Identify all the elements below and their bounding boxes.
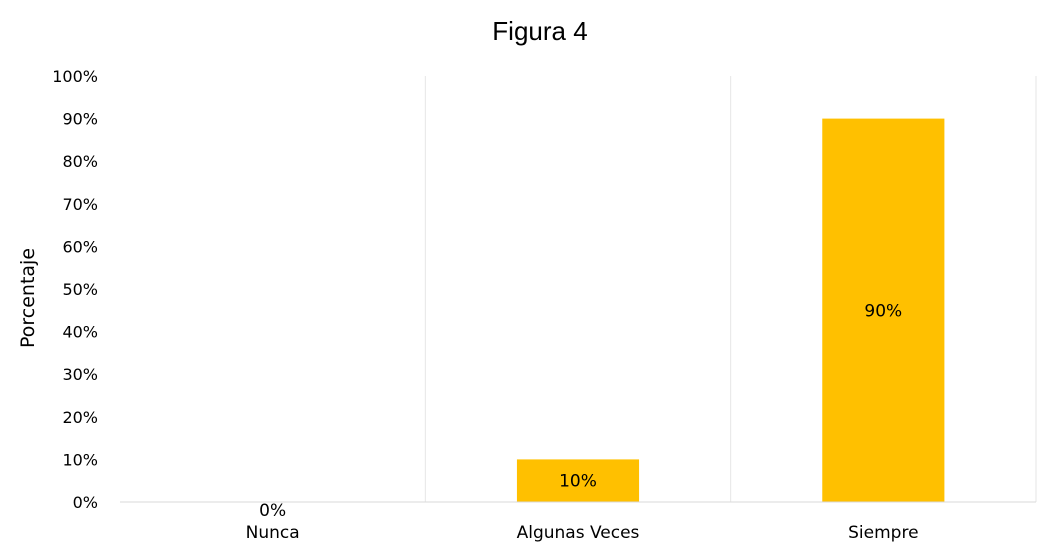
x-tick-label: Siempre <box>848 523 918 543</box>
y-tick-label: 70% <box>62 195 98 214</box>
y-tick-label: 10% <box>62 450 98 469</box>
y-tick-label: 90% <box>62 110 98 129</box>
y-tick-label: 100% <box>52 67 98 86</box>
data-label: 0% <box>259 501 286 521</box>
gridlines <box>424 76 1037 502</box>
labels: 0%10%20%30%40%50%60%70%80%90%100%0%Nunca… <box>52 67 918 543</box>
y-tick-label: 20% <box>62 408 98 427</box>
bar <box>516 459 640 502</box>
data-label: 90% <box>864 301 902 321</box>
x-tick-label: Algunas Veces <box>517 523 640 543</box>
chart-title: Figura 4 <box>492 16 587 46</box>
data-label: 10% <box>559 472 597 492</box>
y-tick-label: 0% <box>73 493 98 512</box>
y-tick-label: 80% <box>62 152 98 171</box>
y-axis-label: Porcentaje <box>17 248 39 348</box>
bar <box>822 118 945 502</box>
bars <box>516 118 945 502</box>
y-tick-label: 60% <box>62 237 98 256</box>
y-tick-label: 30% <box>62 365 98 384</box>
x-tick-label: Nunca <box>246 523 300 543</box>
y-tick-label: 50% <box>62 280 98 299</box>
y-tick-label: 40% <box>62 323 98 342</box>
